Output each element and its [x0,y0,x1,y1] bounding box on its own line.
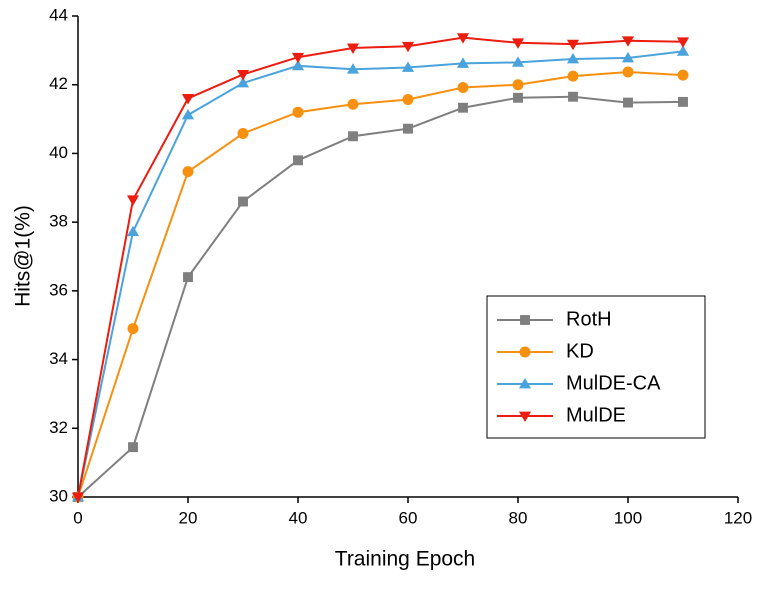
series-line [77,36,684,498]
y-tick-label: 42 [49,74,68,93]
marker [512,79,524,91]
marker [126,225,140,237]
marker [127,323,139,335]
marker [401,61,415,72]
marker [293,155,303,166]
marker [401,41,415,53]
marker [71,492,85,504]
y-tick-label: 30 [49,486,68,505]
marker [568,91,578,102]
marker [238,196,248,207]
x-tick-label: 40 [289,508,308,527]
marker [677,69,689,81]
marker [402,93,414,105]
marker [566,39,580,51]
marker [236,70,250,81]
marker [292,106,304,118]
marker [676,45,690,56]
marker [622,66,634,78]
series-line [77,95,684,498]
x-tick-label: 120 [724,508,752,527]
y-tick-label: 44 [49,5,68,24]
marker [456,57,470,68]
y-tick-label: 32 [49,418,68,437]
legend-label: KD [566,340,594,362]
marker [511,38,525,49]
legend-label: MulDE [566,404,626,426]
marker [676,37,690,48]
marker [513,92,523,103]
x-axis-label: Training Epoch [335,548,475,571]
legend-label: MulDE-CA [566,372,661,394]
marker [182,166,194,178]
marker [237,128,249,140]
marker [236,76,250,88]
marker [291,52,305,64]
marker [566,52,580,64]
marker [511,56,525,67]
y-tick-label: 36 [49,280,68,299]
marker [621,36,635,47]
marker [181,108,195,120]
marker [291,59,305,71]
x-tick-label: 100 [614,508,642,527]
legend-marker [518,411,532,423]
marker [183,272,193,283]
marker [567,70,579,82]
marker [348,131,358,142]
marker [621,51,635,63]
x-tick-label: 20 [179,508,198,527]
marker [346,63,360,74]
marker [128,442,138,453]
legend-label: RotH [566,308,612,330]
y-tick-label: 40 [49,143,68,162]
y-axis-label: Hits@1(%) [12,205,35,307]
marker [346,43,360,55]
series-line [77,50,684,498]
legend-marker [520,315,530,325]
legend-marker [518,377,532,389]
marker [623,97,633,108]
x-tick-label: 0 [73,508,82,527]
y-tick-label: 34 [49,349,68,368]
marker [181,94,195,105]
marker [403,123,413,134]
marker [456,33,470,44]
x-tick-label: 60 [399,508,418,527]
legend-marker [519,346,531,358]
marker [457,81,469,93]
marker [126,195,140,206]
marker [347,98,359,110]
x-tick-label: 80 [509,508,528,527]
marker [678,96,688,107]
series-line [77,70,684,498]
y-tick-label: 38 [49,212,68,231]
marker [458,102,468,113]
